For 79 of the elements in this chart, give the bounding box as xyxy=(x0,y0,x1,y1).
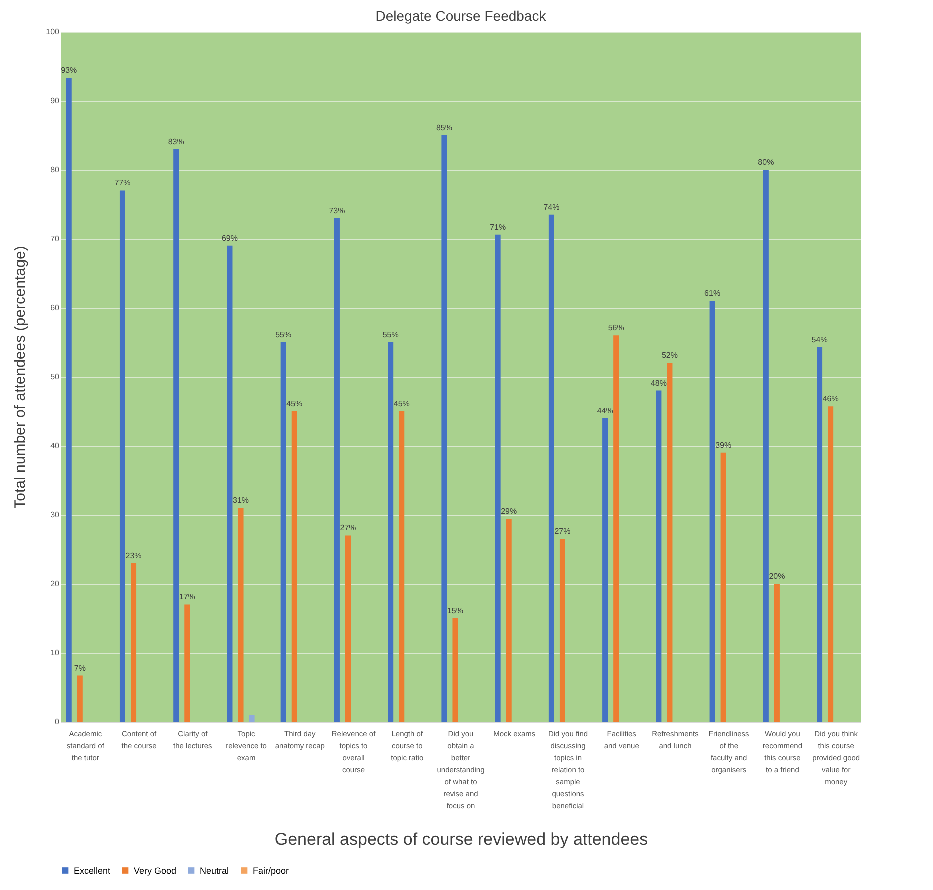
legend-label: Very Good xyxy=(134,866,177,876)
data-label: 31% xyxy=(233,496,250,506)
bar xyxy=(184,604,190,722)
bar xyxy=(249,715,255,722)
bar xyxy=(828,406,834,722)
data-label: 54% xyxy=(812,335,828,344)
bar xyxy=(560,539,566,722)
chart-title: Delegate Course Feedback xyxy=(376,8,548,24)
bar xyxy=(495,234,501,722)
data-label: 83% xyxy=(168,137,184,146)
data-label: 85% xyxy=(436,124,452,132)
bar xyxy=(131,563,137,722)
legend-label: Excellent xyxy=(74,866,112,876)
y-tick-label: 70 xyxy=(50,234,60,244)
bar xyxy=(656,390,662,722)
data-label: 39% xyxy=(716,440,732,450)
bar xyxy=(452,618,458,722)
bar xyxy=(334,218,340,722)
data-label: 20% xyxy=(769,572,786,581)
data-label: 52% xyxy=(662,351,678,360)
bar xyxy=(292,412,298,722)
data-label: 77% xyxy=(114,178,131,188)
data-label: 46% xyxy=(822,394,839,404)
data-label: 93% xyxy=(61,66,78,76)
data-label: 56% xyxy=(608,324,624,333)
bar xyxy=(399,412,405,722)
bar xyxy=(602,418,608,722)
bar xyxy=(227,246,233,722)
data-label: 45% xyxy=(394,400,410,408)
bar xyxy=(774,584,780,722)
bar xyxy=(77,676,83,722)
data-label: 80% xyxy=(758,158,774,167)
bar xyxy=(280,342,286,722)
bar xyxy=(66,78,72,722)
x-axis-title: General aspects of course reviewed by attendees xyxy=(274,830,648,849)
data-label: 44% xyxy=(597,406,614,416)
y-tick-label: 80 xyxy=(50,166,60,174)
bar xyxy=(388,342,394,722)
data-label: 55% xyxy=(276,330,292,340)
y-axis-title: Total number of attendees (percentage) xyxy=(12,246,30,509)
y-tick-label: 50 xyxy=(50,372,60,382)
data-label: 61% xyxy=(704,289,721,298)
y-tick-label: 40 xyxy=(50,442,60,450)
data-label: 17% xyxy=(179,592,196,602)
y-tick-label: 20 xyxy=(50,580,60,588)
bar xyxy=(120,190,126,722)
data-label: 29% xyxy=(501,507,518,516)
data-label: 69% xyxy=(222,234,238,243)
data-label: 45% xyxy=(286,400,303,408)
bar xyxy=(238,508,244,722)
data-label: 7% xyxy=(74,664,86,673)
bar xyxy=(442,136,448,722)
legend-label: Neutral xyxy=(200,866,230,876)
bar xyxy=(548,214,554,722)
data-label: 71% xyxy=(490,222,506,232)
data-label: 55% xyxy=(382,330,399,340)
bar xyxy=(345,536,352,722)
bar xyxy=(720,452,726,722)
bar xyxy=(710,301,716,722)
data-label: 27% xyxy=(554,527,571,536)
bar xyxy=(667,363,673,722)
y-tick-label: 60 xyxy=(50,304,60,312)
data-label: 48% xyxy=(650,378,667,388)
bar xyxy=(763,170,769,722)
legend-label: Fair/poor xyxy=(253,866,290,876)
bar xyxy=(174,149,180,722)
y-tick-label: 0 xyxy=(55,718,60,726)
y-tick-label: 90 xyxy=(50,96,60,106)
y-tick-label: 30 xyxy=(50,510,60,520)
bar xyxy=(506,519,512,722)
bar xyxy=(817,347,823,722)
data-label: 15% xyxy=(447,606,464,616)
data-label: 23% xyxy=(126,551,142,560)
bar xyxy=(614,336,620,722)
y-tick-label: 10 xyxy=(50,648,60,658)
y-tick-label: 100 xyxy=(46,28,60,36)
data-label: 74% xyxy=(544,202,560,212)
data-label: 27% xyxy=(340,524,356,533)
data-label: 73% xyxy=(329,206,346,216)
